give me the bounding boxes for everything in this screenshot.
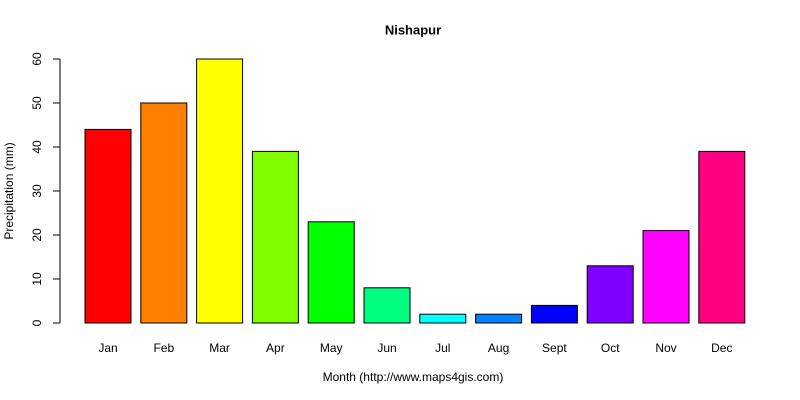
bar [642, 230, 690, 324]
bar [196, 58, 244, 324]
bar [419, 313, 467, 324]
x-tick-label: Feb [153, 341, 174, 355]
x-tick-label: May [320, 341, 343, 355]
x-tick-label: Nov [655, 341, 676, 355]
x-tick-label: Jun [377, 341, 396, 355]
x-tick-label: Apr [266, 341, 285, 355]
y-axis-label: Precipitation (mm) [2, 142, 16, 239]
x-tick-label: Dec [711, 341, 732, 355]
y-tick-label: 10 [30, 272, 44, 286]
bar [530, 304, 578, 324]
bar [251, 150, 299, 324]
y-tick-label: 20 [30, 228, 44, 242]
bar [84, 128, 132, 324]
chart-title: Nishapur [385, 22, 441, 37]
y-tick-label: 30 [30, 184, 44, 198]
bar [698, 150, 746, 324]
x-axis-label: Month (http://www.maps4gis.com) [323, 370, 504, 384]
y-tick-label: 40 [30, 140, 44, 154]
x-tick-label: Oct [601, 341, 620, 355]
x-tick-label: Jan [98, 341, 117, 355]
bar [140, 102, 188, 324]
y-tick-label: 0 [30, 319, 44, 326]
x-tick-label: Jul [435, 341, 450, 355]
bar [307, 221, 355, 324]
x-tick-label: Mar [209, 341, 230, 355]
bar [363, 287, 411, 324]
bar [586, 265, 634, 324]
y-tick-label: 50 [30, 96, 44, 110]
x-tick-label: Sept [542, 341, 567, 355]
x-tick-label: Aug [488, 341, 509, 355]
y-tick-label: 60 [30, 52, 44, 66]
bar [475, 313, 523, 324]
